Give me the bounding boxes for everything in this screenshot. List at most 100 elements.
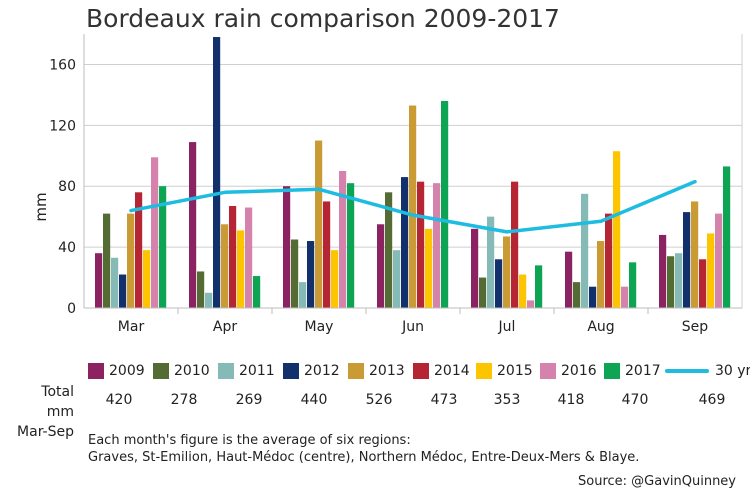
legend-item-2010: 2010 (153, 362, 210, 380)
bar-2017-apr (253, 276, 261, 308)
bar-2015-apr (237, 230, 245, 308)
bar-2015-mar (143, 250, 151, 308)
total-value: 269 (235, 392, 263, 408)
bar-2011-aug (581, 193, 589, 308)
bar-2015-may (331, 250, 339, 308)
bar-2013-mar (127, 213, 135, 308)
legend-item-30yr-avg: 30 yr avg (665, 362, 750, 380)
totals-label-line1: Total mm (41, 384, 74, 420)
bar-2014-sep (699, 259, 707, 308)
bar-2014-mar (135, 192, 143, 308)
bar-2013-may (315, 140, 323, 308)
bar-2009-mar (95, 253, 103, 308)
bar-2010-apr (197, 271, 205, 308)
total-value: 470 (621, 392, 649, 408)
bar-2014-jul (511, 181, 519, 308)
totals-label: Total mm Mar-Sep (12, 382, 74, 442)
legend-swatch (413, 363, 429, 379)
total-value: 440 (300, 392, 328, 408)
bar-2017-aug (629, 262, 637, 308)
bar-2012-sep (683, 212, 691, 308)
legend-item-2017: 2017 (604, 362, 661, 380)
bar-2015-jun (425, 228, 433, 308)
bar-2017-may (347, 183, 355, 308)
bar-2009-sep (659, 234, 667, 308)
y-tick-label: 0 (67, 301, 76, 317)
total-value: 418 (557, 392, 585, 408)
y-tick-label: 80 (58, 179, 76, 195)
total-value: 473 (430, 392, 458, 408)
bar-2012-jun (401, 177, 409, 308)
bar-2012-mar (119, 274, 127, 308)
bar-2014-apr (229, 206, 237, 308)
bar-2012-jul (495, 259, 503, 308)
bar-2014-may (323, 201, 331, 308)
legend-label: 2009 (109, 363, 145, 379)
x-tick-label: May (305, 319, 334, 335)
bar-2013-apr (221, 224, 229, 308)
bar-2016-may (339, 171, 347, 308)
bar-2012-may (307, 241, 315, 308)
bar-2009-aug (565, 251, 573, 308)
legend-label: 2011 (239, 363, 275, 379)
bar-2012-apr (213, 37, 221, 309)
bar-2013-aug (597, 241, 605, 308)
bar-2012-aug (589, 286, 597, 308)
bar-2017-jun (441, 100, 449, 308)
bars-layer (95, 37, 731, 309)
bar-2015-jul (519, 274, 527, 308)
x-tick-label: Jun (401, 319, 424, 335)
y-axis-label: mm (32, 192, 50, 221)
bar-2011-jun (393, 250, 401, 308)
bar-2010-jul (479, 277, 487, 308)
legend-item-2013: 2013 (348, 362, 405, 380)
bar-2014-aug (605, 213, 613, 308)
legend-item-2012: 2012 (283, 362, 340, 380)
bar-2011-apr (205, 292, 213, 308)
bar-2016-aug (621, 286, 629, 308)
legend-item-2011: 2011 (218, 362, 275, 380)
legend-swatch (283, 363, 299, 379)
totals-label-line2: Mar-Sep (17, 424, 74, 440)
source-credit: Source: @GavinQuinney (578, 474, 736, 489)
legend-label: 2015 (497, 363, 533, 379)
footnote-line1: Each month's figure is the average of si… (88, 433, 411, 448)
legend-label: 2017 (625, 363, 661, 379)
legend-item-2009: 2009 (88, 362, 145, 380)
bar-2009-jun (377, 224, 385, 308)
footnote-line2: Graves, St-Emilion, Haut-Médoc (centre),… (88, 450, 640, 465)
x-tick-label: Jul (498, 319, 516, 335)
legend-label: 30 yr avg (715, 363, 750, 379)
legend-swatch (153, 363, 169, 379)
y-tick-label: 40 (58, 240, 76, 256)
bar-2016-jul (527, 300, 535, 308)
legend-label: 2014 (434, 363, 470, 379)
chart-title: Bordeaux rain comparison 2009-2017 (86, 4, 560, 33)
bar-2015-sep (707, 233, 715, 308)
bar-2010-jun (385, 192, 393, 308)
bar-2011-mar (111, 257, 119, 308)
total-value: 353 (493, 392, 521, 408)
total-value: 420 (105, 392, 133, 408)
bar-2016-sep (715, 213, 723, 308)
legend-swatch (348, 363, 364, 379)
bar-2017-sep (723, 166, 731, 308)
legend-swatch (540, 363, 556, 379)
axes-layer: 0 40 80 120 160 Mar Apr May Jun Jul Aug Sep (49, 34, 743, 335)
bar-2009-jul (471, 228, 479, 308)
legend-swatch (218, 363, 234, 379)
bar-2011-may (299, 282, 307, 308)
bar-2010-aug (573, 282, 581, 308)
bar-2010-mar (103, 213, 111, 308)
legend-swatch (88, 363, 104, 379)
avg-line-layer (129, 179, 697, 234)
total-value: 469 (698, 392, 726, 408)
x-tick-label: Apr (213, 319, 237, 335)
footnote: Each month's figure is the average of si… (88, 432, 639, 466)
legend-item-2016: 2016 (540, 362, 597, 380)
bar-2015-aug (613, 151, 621, 308)
bar-2014-jun (417, 181, 425, 308)
legend-label: 2012 (304, 363, 340, 379)
y-tick-label: 120 (49, 118, 76, 134)
